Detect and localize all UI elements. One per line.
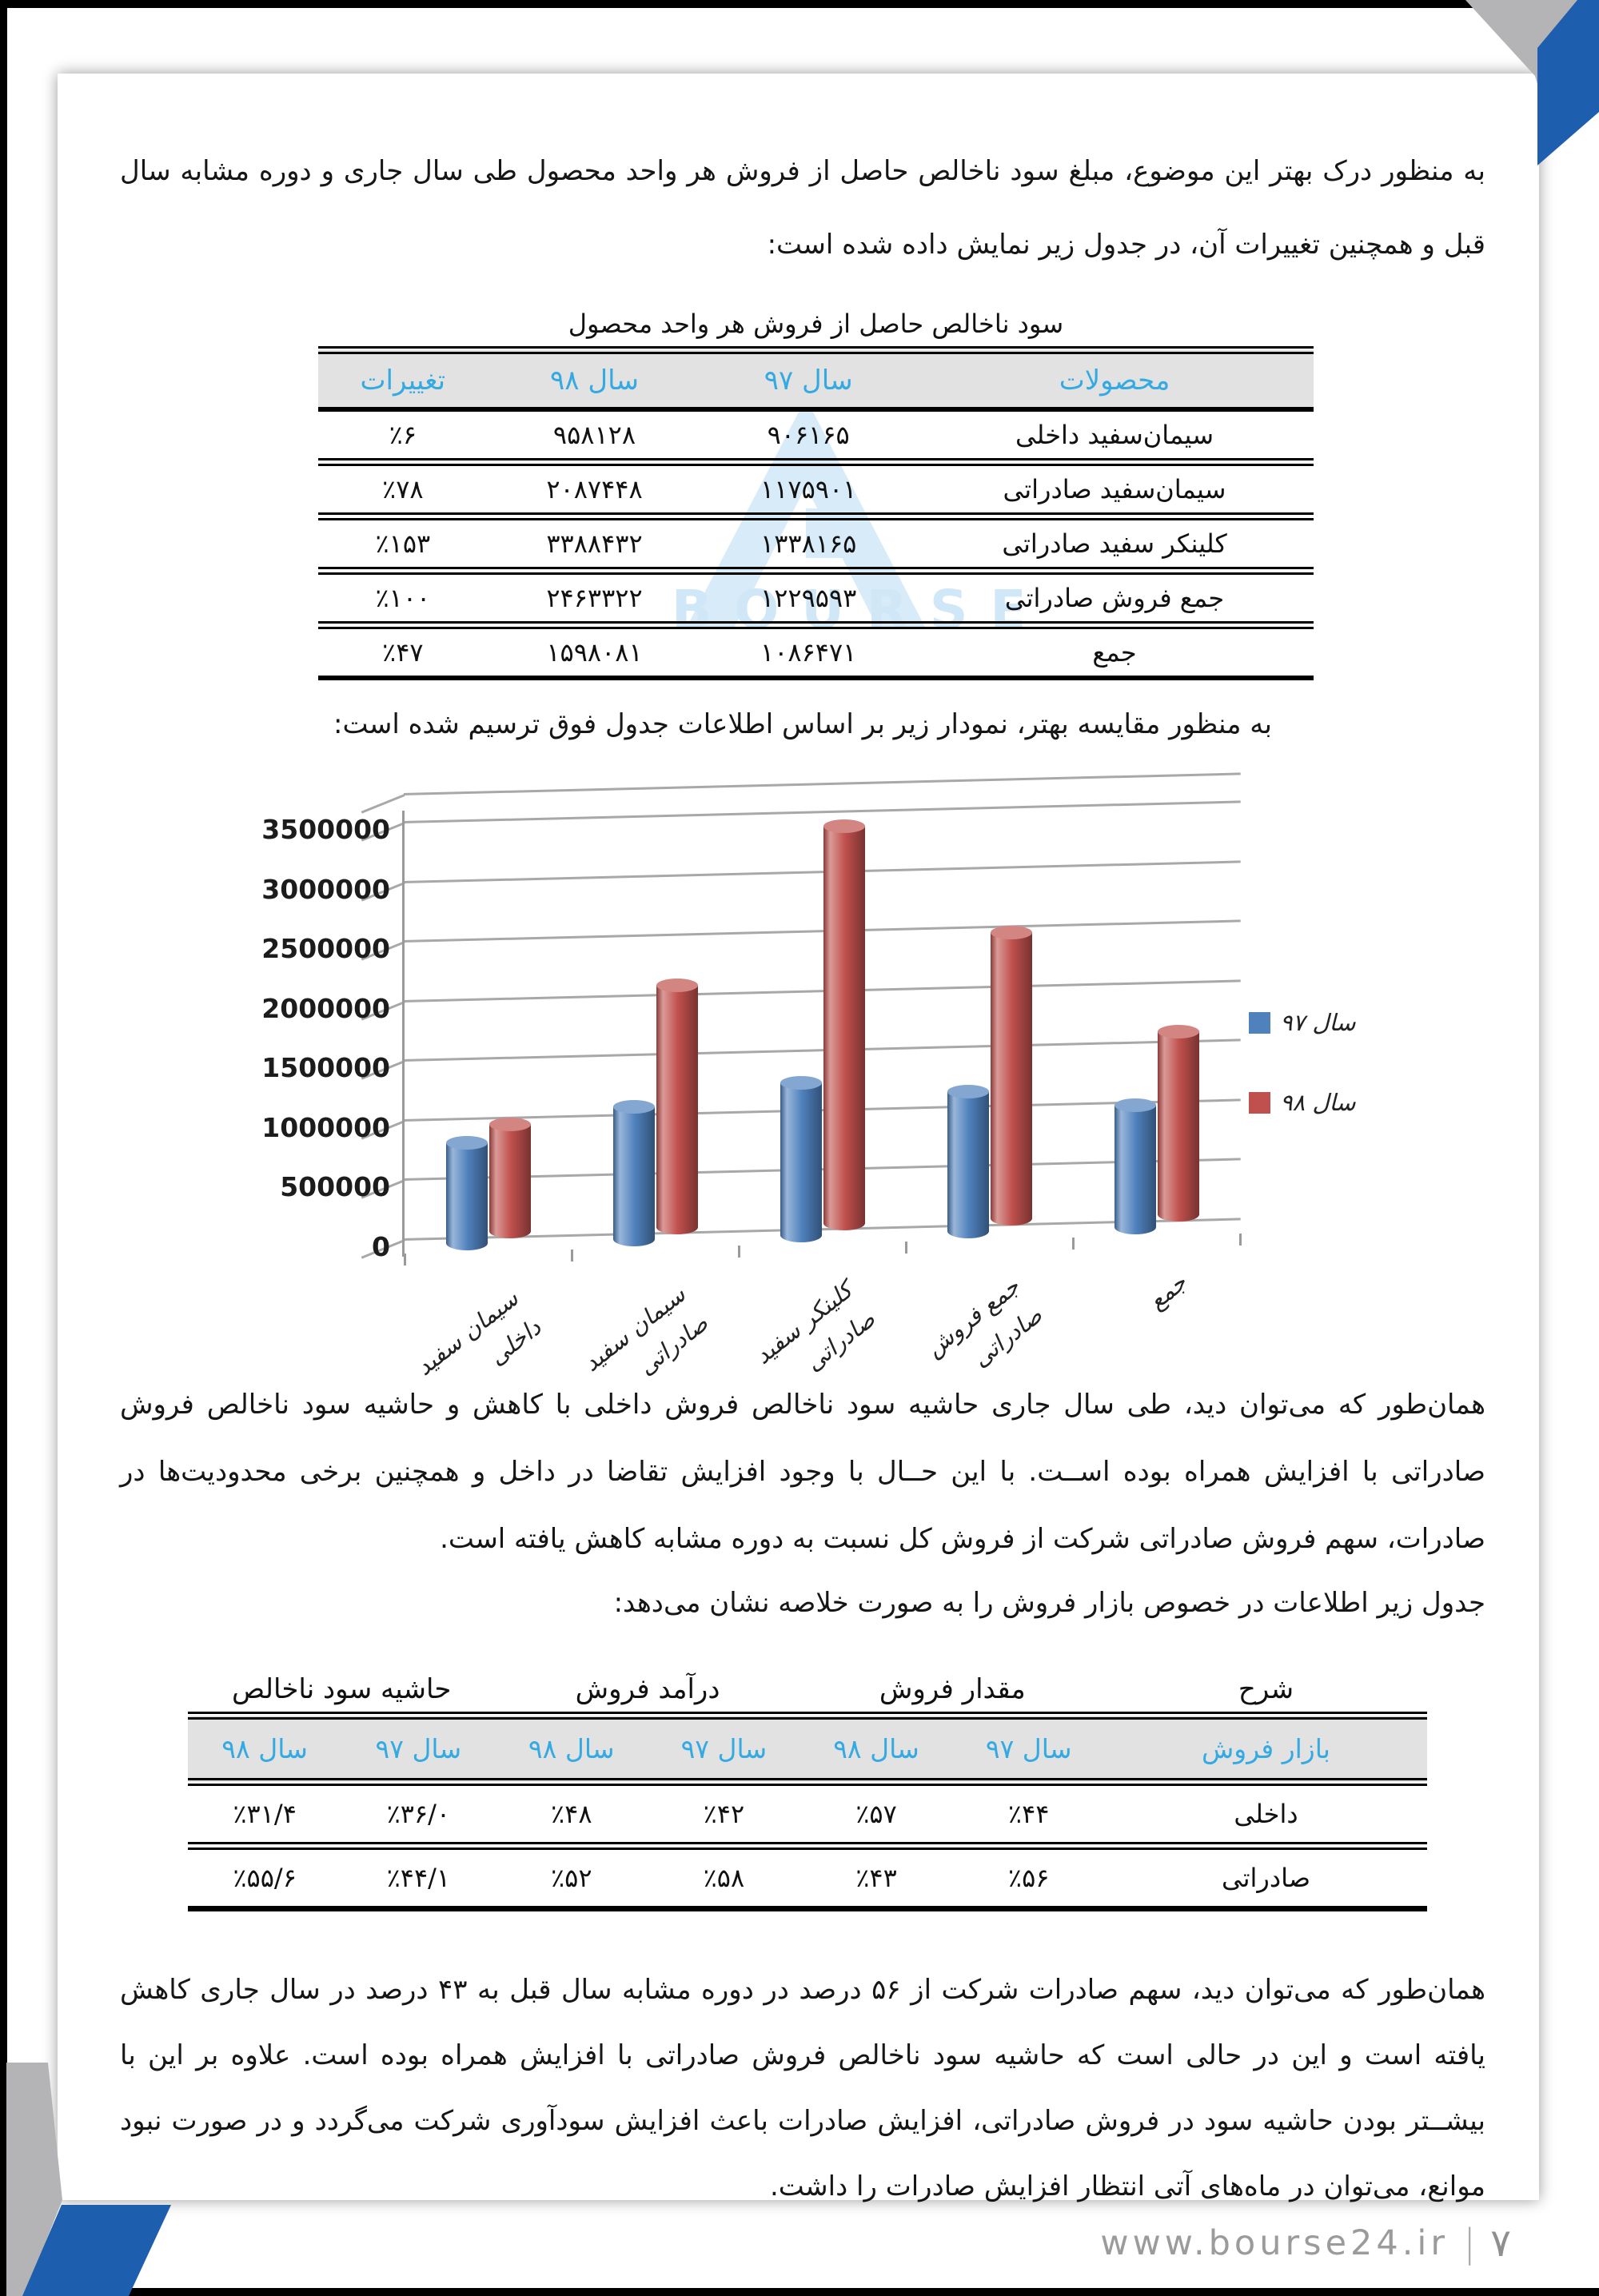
- table1-title: سود ناخالص حاصل از فروش هر واحد محصول: [568, 309, 1064, 339]
- table1-cell: کلینکر سفید صادراتی: [915, 516, 1314, 575]
- page-footer: www.bourse24.ir | ۷: [1100, 2221, 1511, 2266]
- table2-cell: ٪۵۷: [800, 1782, 953, 1850]
- table1-cell: ۱۲۲۹۵۹۳: [701, 571, 915, 629]
- table1-cell: جمع فروش صادراتی: [915, 571, 1314, 629]
- chart-intro-line: به منظور مقایسه بهتر، نمودار زیر بر اساس…: [333, 708, 1272, 740]
- table2-cell: ٪۴۲: [648, 1782, 800, 1850]
- table2-group-header-cell: حاشیه سود ناخالص: [188, 1667, 496, 1720]
- table1-cell: ٪۱۰۰: [318, 571, 488, 629]
- table2-sub-header-row: بازار فروش سال ۹۷ سال ۹۸ سال ۹۷ سال ۹۸ سال ۹۷…: [188, 1716, 1427, 1786]
- footer-page-number: ۷: [1490, 2221, 1511, 2266]
- table1-cell: ۲۰۸۷۴۴۸: [487, 462, 702, 520]
- analysis-paragraph: همان‌طور که می‌توان دید، طی سال جاری حاش…: [120, 1389, 1485, 1555]
- footer-separator: |: [1463, 2221, 1477, 2266]
- table2-cell: ٪۳۶/۰: [341, 1782, 496, 1850]
- conclusion-paragraph: همان‌طور که می‌توان دید، سهم صادرات شرکت…: [120, 1974, 1486, 2202]
- table2-sub-header-cell: سال ۹۷: [952, 1716, 1105, 1786]
- table2-cell: ٪۵۸: [648, 1846, 800, 1911]
- table1-header-cell: سال ۹۷: [701, 346, 915, 412]
- table2-body: داخلی ٪۴۴ ٪۵۷ ٪۴۲ ٪۴۸ ٪۳۶/۰ ٪۳۱/۴ صادراتی ٪۵۶ ٪۴۳…: [188, 1782, 1427, 1911]
- table2-sub-header-cell: سال ۹۷: [648, 1716, 800, 1786]
- table2-cell: ٪۴۸: [495, 1782, 648, 1850]
- table1-cell: ٪۱۵۳: [318, 516, 488, 575]
- table1-row: جمع ۱۰۸۶۴۷۱ ۱۵۹۸۰۸۱ ٪۴۷: [318, 625, 1314, 680]
- table2-cell: صادراتی: [1104, 1846, 1427, 1911]
- table1-cell: ٪۶: [318, 409, 488, 466]
- table1-header-row: محصولات سال ۹۷ سال ۹۸ تغییرات: [318, 346, 1314, 412]
- table2-cell: ٪۵۲: [495, 1846, 648, 1911]
- table2-cell: داخلی: [1104, 1782, 1427, 1850]
- table1-row: سیمان‌سفید داخلی ۹۰۶۱۶۵ ۹۵۸۱۲۸ ٪۶: [318, 409, 1314, 466]
- table1-cell: ۱۳۳۸۱۶۵: [701, 516, 915, 575]
- table2-group-header-row: شرح مقدار فروش درآمد فروش حاشیه سود ناخالص: [188, 1667, 1427, 1720]
- table2-cell: ٪۵۵/۶: [188, 1846, 342, 1911]
- table2-cell: ٪۴۳: [800, 1846, 953, 1911]
- page-edge-bottom: [0, 2288, 1599, 2296]
- table1-cell: سیمان‌سفید صادراتی: [915, 462, 1314, 520]
- table1-row: سیمان‌سفید صادراتی ۱۱۷۵۹۰۱ ۲۰۸۷۴۴۸ ٪۷۸: [318, 462, 1314, 520]
- page-edge-left: [0, 0, 7, 2296]
- table2-row: صادراتی ٪۵۶ ٪۴۳ ٪۵۸ ٪۵۲ ٪۴۴/۱ ٪۵۵/۶: [188, 1846, 1427, 1911]
- table2-header: شرح مقدار فروش درآمد فروش حاشیه سود ناخالص ب…: [188, 1667, 1427, 1786]
- table2-group-header-cell: مقدار فروش: [800, 1667, 1105, 1720]
- table2-group-header-cell: درآمد فروش: [495, 1667, 800, 1720]
- table1-row: جمع فروش صادراتی ۱۲۲۹۵۹۳ ۲۴۶۳۳۲۲ ٪۱۰۰: [318, 571, 1314, 629]
- table2-group-header-cell: شرح: [1104, 1667, 1427, 1720]
- table1-header-cell: محصولات: [915, 346, 1314, 412]
- table2-cell: ٪۴۴: [952, 1782, 1105, 1850]
- table1-header: محصولات سال ۹۷ سال ۹۸ تغییرات: [318, 346, 1314, 412]
- table2-sub-header-cell: سال ۹۷: [341, 1716, 496, 1786]
- table2-sub-header-cell: بازار فروش: [1104, 1716, 1427, 1786]
- gross-profit-table: محصولات سال ۹۷ سال ۹۸ تغییرات سیمان‌سفید دا…: [318, 346, 1314, 680]
- table1-cell: ۱۱۷۵۹۰۱: [701, 462, 915, 520]
- intro-paragraph: به منظور درک بهتر این موضوع، مبلغ سود نا…: [120, 155, 1485, 261]
- table1-cell: ٪۷۸: [318, 462, 488, 520]
- table1-cell: ۱۵۹۸۰۸۱: [487, 625, 702, 680]
- table1-cell: ۹۰۶۱۶۵: [701, 409, 915, 466]
- table1-cell: ۳۳۸۸۴۳۲: [487, 516, 702, 575]
- footer-url: www.bourse24.ir: [1100, 2223, 1449, 2263]
- table1-cell: ۱۰۸۶۴۷۱: [701, 625, 915, 680]
- table2-cell: ٪۵۶: [952, 1846, 1105, 1911]
- table2-sub-header-cell: سال ۹۸: [800, 1716, 953, 1786]
- table2-sub-header-cell: سال ۹۸: [188, 1716, 342, 1786]
- table1-header-cell: تغییرات: [318, 346, 488, 412]
- table1-row: کلینکر سفید صادراتی ۱۳۳۸۱۶۵ ۳۳۸۸۴۳۲ ٪۱۵۳: [318, 516, 1314, 575]
- table1-cell: ۲۴۶۳۳۲۲: [487, 571, 702, 629]
- table1-cell: جمع: [915, 625, 1314, 680]
- table1-cell: سیمان‌سفید داخلی: [915, 409, 1314, 466]
- table1-body: سیمان‌سفید داخلی ۹۰۶۱۶۵ ۹۵۸۱۲۸ ٪۶ سیمان‌سفید…: [318, 409, 1314, 680]
- table2-sub-header-cell: سال ۹۸: [495, 1716, 648, 1786]
- table2-cell: ٪۴۴/۱: [341, 1846, 496, 1911]
- table1-header-cell: سال ۹۸: [487, 346, 702, 412]
- sales-market-table: شرح مقدار فروش درآمد فروش حاشیه سود ناخالص ب…: [188, 1667, 1427, 1911]
- page-edge-top: [0, 0, 1475, 8]
- table2-row: داخلی ٪۴۴ ٪۵۷ ٪۴۲ ٪۴۸ ٪۳۶/۰ ٪۳۱/۴: [188, 1782, 1427, 1850]
- table2-intro-line: جدول زیر اطلاعات در خصوص بازار فروش را ب…: [613, 1587, 1485, 1619]
- table2-cell: ٪۳۱/۴: [188, 1782, 342, 1850]
- table1-cell: ۹۵۸۱۲۸: [487, 409, 702, 466]
- table1-cell: ٪۴۷: [318, 625, 488, 680]
